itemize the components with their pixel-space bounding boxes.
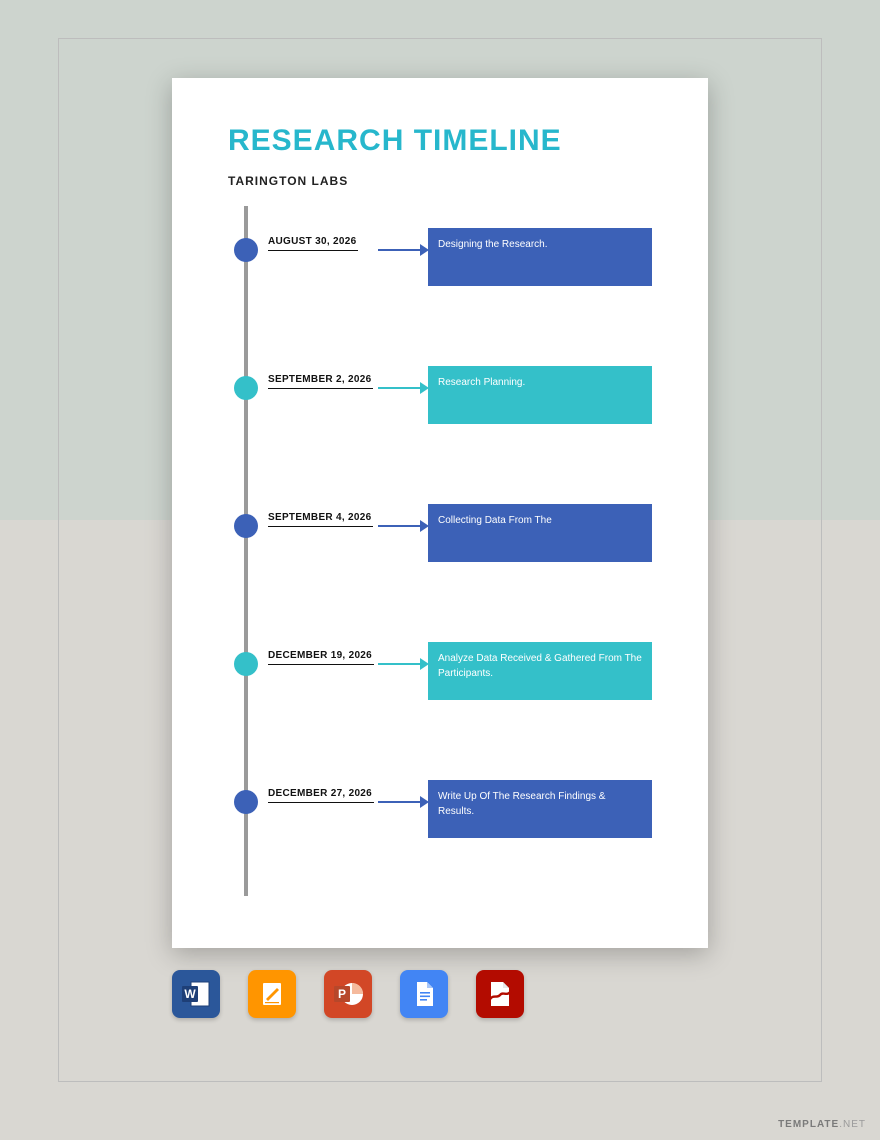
timeline: AUGUST 30, 2026Designing the Research.SE… bbox=[228, 206, 666, 896]
pages-icon[interactable] bbox=[248, 970, 296, 1018]
timeline-dot bbox=[234, 652, 258, 676]
svg-text:W: W bbox=[184, 987, 196, 1001]
timeline-date: SEPTEMBER 2, 2026 bbox=[268, 374, 373, 389]
timeline-arrow-line bbox=[378, 663, 420, 665]
watermark-suffix: .NET bbox=[839, 1119, 866, 1130]
timeline-box: Designing the Research. bbox=[428, 228, 652, 286]
watermark: TEMPLATE.NET bbox=[778, 1119, 866, 1130]
timeline-box: Write Up Of The Research Findings & Resu… bbox=[428, 780, 652, 838]
timeline-dot bbox=[234, 376, 258, 400]
word-icon[interactable]: W bbox=[172, 970, 220, 1018]
timeline-row: SEPTEMBER 4, 2026Collecting Data From Th… bbox=[228, 512, 666, 576]
pdf-icon[interactable] bbox=[476, 970, 524, 1018]
timeline-date: DECEMBER 19, 2026 bbox=[268, 650, 374, 665]
timeline-row: AUGUST 30, 2026Designing the Research. bbox=[228, 236, 666, 300]
timeline-dot bbox=[234, 514, 258, 538]
timeline-arrow-line bbox=[378, 387, 420, 389]
google-docs-icon[interactable] bbox=[400, 970, 448, 1018]
powerpoint-icon[interactable]: P bbox=[324, 970, 372, 1018]
timeline-date: DECEMBER 27, 2026 bbox=[268, 788, 374, 803]
page-title: RESEARCH TIMELINE bbox=[228, 124, 666, 158]
timeline-row: DECEMBER 27, 2026Write Up Of The Researc… bbox=[228, 788, 666, 852]
timeline-arrow-line bbox=[378, 801, 420, 803]
timeline-date: SEPTEMBER 4, 2026 bbox=[268, 512, 373, 527]
timeline-dot bbox=[234, 238, 258, 262]
timeline-arrow-line bbox=[378, 525, 420, 527]
page-subtitle: TARINGTON LABS bbox=[228, 174, 666, 188]
timeline-date: AUGUST 30, 2026 bbox=[268, 236, 358, 251]
timeline-arrow-line bbox=[378, 249, 420, 251]
timeline-box: Collecting Data From The bbox=[428, 504, 652, 562]
timeline-box: Analyze Data Received & Gathered From Th… bbox=[428, 642, 652, 700]
timeline-row: DECEMBER 19, 2026Analyze Data Received &… bbox=[228, 650, 666, 714]
timeline-dot bbox=[234, 790, 258, 814]
timeline-box: Research Planning. bbox=[428, 366, 652, 424]
timeline-row: SEPTEMBER 2, 2026Research Planning. bbox=[228, 374, 666, 438]
svg-text:P: P bbox=[338, 987, 346, 1001]
format-icons-row: WP bbox=[172, 970, 524, 1018]
watermark-brand: TEMPLATE bbox=[778, 1119, 839, 1130]
document-page: RESEARCH TIMELINE TARINGTON LABS AUGUST … bbox=[172, 78, 708, 948]
